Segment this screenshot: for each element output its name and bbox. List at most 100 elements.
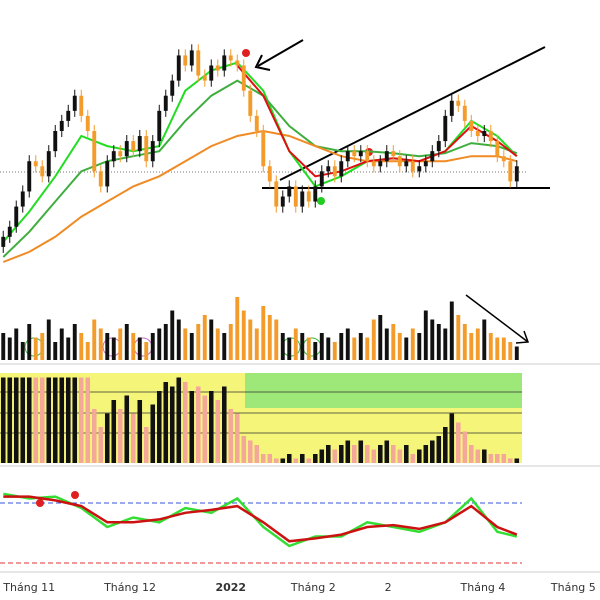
line: [3, 495, 518, 543]
candle-body: [475, 131, 480, 137]
candle-body: [378, 161, 383, 167]
volume-bar: [501, 337, 506, 360]
signal-dot: [242, 49, 250, 57]
candle-body: [508, 161, 513, 182]
candle-body: [293, 186, 298, 207]
candle-body: [118, 151, 123, 157]
indicator-bar: [397, 449, 403, 463]
candle-body: [79, 95, 84, 116]
volume-bar: [7, 337, 12, 360]
indicator-bar: [404, 445, 409, 463]
candle-body: [345, 151, 350, 162]
candle-body: [163, 95, 168, 111]
indicator-bar: [462, 431, 468, 463]
volume-bar: [280, 333, 285, 360]
candle-body: [248, 90, 253, 116]
candle-body: [215, 65, 220, 71]
indicator-bar: [176, 377, 182, 463]
candle-body: [495, 141, 500, 157]
volume-bar: [40, 333, 45, 360]
candle-body: [1, 236, 6, 247]
volume-bar: [488, 333, 493, 360]
indicator-bar: [26, 377, 32, 463]
candle-body: [404, 161, 409, 167]
candle-body: [209, 65, 214, 81]
candle-body: [501, 156, 506, 162]
candle-body: [40, 166, 45, 177]
indicator-bar: [104, 413, 110, 463]
volume-bar: [228, 324, 233, 360]
x-tick-label: Tháng 5: [550, 581, 596, 594]
indicator-bar: [85, 377, 91, 463]
volume-bar: [397, 333, 402, 360]
candle-body: [339, 161, 344, 177]
indicator-bar: [391, 445, 396, 463]
candle-body: [228, 55, 233, 61]
volume-bar: [443, 328, 448, 360]
candle-body: [306, 191, 311, 202]
indicator-bar: [326, 445, 331, 463]
candle-body: [196, 50, 201, 76]
indicator-bar: [13, 377, 19, 463]
candle-body: [326, 166, 331, 172]
candle-body: [66, 110, 71, 121]
indicator-bar: [215, 400, 221, 463]
volume-bar: [137, 337, 142, 360]
indicator-bar: [46, 377, 52, 463]
indicator-bar: [72, 377, 78, 463]
volume-bar: [20, 342, 25, 360]
candle-body: [332, 166, 337, 177]
candle-body: [397, 156, 402, 167]
candle-body: [358, 151, 363, 157]
indicator-bar: [91, 409, 97, 463]
volume-bar: [462, 324, 467, 360]
indicator-bar: [182, 382, 188, 463]
candle-body: [150, 141, 155, 162]
indicator-bar: [137, 400, 143, 463]
volume-bar: [53, 342, 58, 360]
indicator-bar: [260, 454, 266, 463]
indicator-bar: [443, 427, 448, 463]
volume-bar: [339, 333, 344, 360]
volume-bar: [482, 319, 487, 360]
candle-body: [124, 141, 129, 157]
volume-bar: [352, 337, 357, 360]
x-tick-label: 2022: [215, 581, 246, 594]
volume-bar: [98, 328, 103, 360]
arrow: [257, 39, 304, 67]
indicator-bar: [247, 440, 253, 463]
volume-bar: [150, 333, 155, 360]
volume-bar: [274, 319, 279, 360]
volume-bar: [306, 337, 311, 360]
volume-bar: [384, 328, 389, 360]
candle-body: [514, 166, 519, 182]
signal-dot: [317, 197, 325, 205]
candle-body: [443, 115, 448, 142]
indicator-bar: [267, 454, 273, 463]
volume-bar: [33, 337, 38, 360]
candle-body: [482, 131, 487, 137]
candle-body: [33, 161, 38, 167]
indicator-bar: [286, 454, 292, 463]
indicator-bar: [254, 445, 260, 463]
indicator-bar: [319, 449, 325, 463]
candle-body: [274, 181, 279, 207]
volume-bar: [124, 324, 129, 360]
volume-bar: [183, 328, 188, 360]
volume-bar: [85, 342, 90, 360]
indicator-bar: [241, 436, 247, 463]
volume-bar: [300, 333, 305, 360]
indicator-bar: [169, 386, 175, 463]
candle-body: [72, 95, 77, 111]
signal-dot: [71, 491, 79, 499]
volume-bar: [202, 315, 207, 360]
volume-bar: [157, 328, 162, 360]
x-tick-label: Tháng 12: [103, 581, 156, 594]
arrow-head: [515, 330, 530, 344]
candle-body: [261, 131, 266, 167]
volume-bar: [365, 337, 370, 360]
indicator-bar: [156, 391, 162, 463]
volume-bar: [196, 324, 201, 360]
volume-bar: [254, 328, 259, 360]
